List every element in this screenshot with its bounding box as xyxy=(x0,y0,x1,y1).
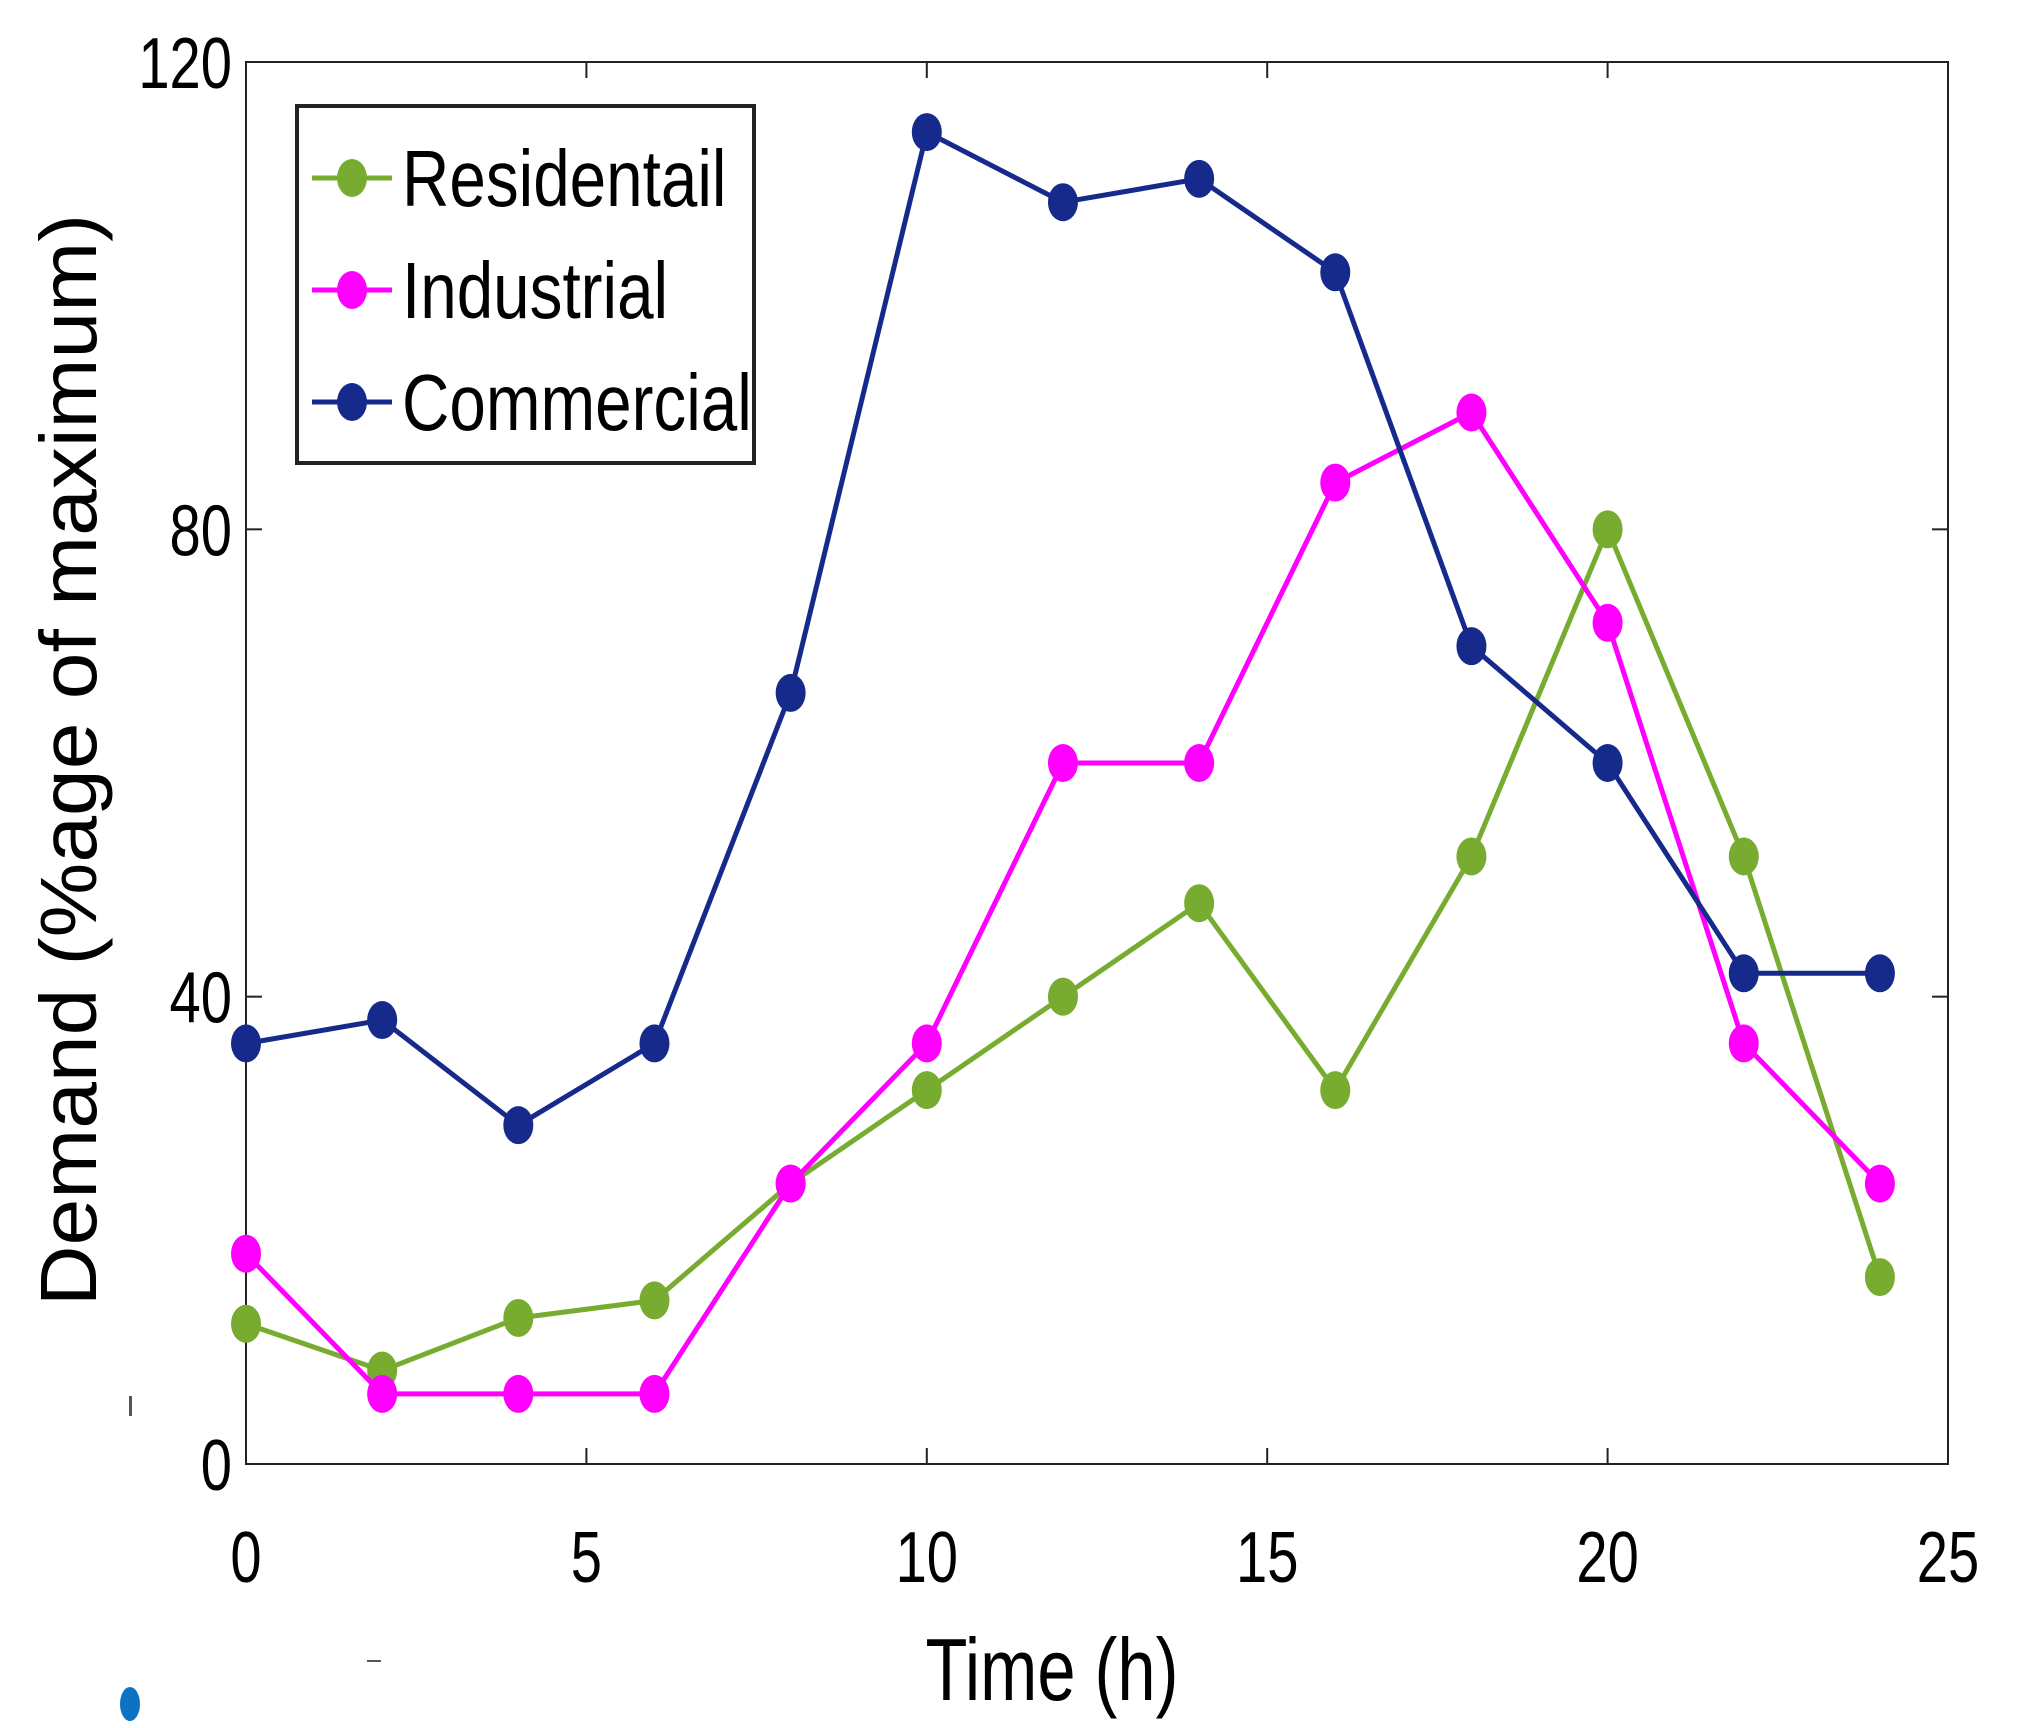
data-point-commercial xyxy=(1728,954,1759,993)
y-tick-label: 0 xyxy=(201,1425,232,1505)
series-industrial xyxy=(231,393,1895,1413)
stray-dot xyxy=(120,1687,140,1721)
y-tick-label: 40 xyxy=(170,958,232,1038)
stray-mark xyxy=(129,1396,132,1416)
data-point-residentail xyxy=(639,1281,670,1320)
y-axis-label: Demand (%age of maximum) xyxy=(25,214,114,1306)
stray-mark xyxy=(367,1660,381,1662)
x-axis-ticks: 0 5 10 15 20 25 xyxy=(230,62,1979,1598)
data-point-commercial xyxy=(1320,253,1351,292)
x-axis-label: Time (h) xyxy=(926,1621,1179,1719)
data-point-commercial xyxy=(1864,954,1895,993)
data-point-industrial xyxy=(911,1024,942,1063)
data-point-residentail xyxy=(911,1071,942,1110)
series-layer xyxy=(231,113,1895,1413)
legend-marker-commercial xyxy=(337,383,367,421)
data-point-industrial xyxy=(1456,393,1487,432)
data-point-industrial xyxy=(1047,744,1078,782)
data-point-residentail xyxy=(1047,977,1078,1016)
data-point-commercial xyxy=(1184,159,1215,198)
data-point-commercial xyxy=(775,673,806,712)
data-point-residentail xyxy=(503,1298,534,1337)
data-point-commercial xyxy=(639,1024,670,1063)
data-point-industrial xyxy=(1728,1024,1759,1063)
data-point-industrial xyxy=(775,1164,806,1203)
data-point-commercial xyxy=(1592,744,1623,782)
x-tick-label: 5 xyxy=(571,1517,602,1597)
legend-marker-industrial xyxy=(337,271,367,309)
data-point-industrial xyxy=(367,1374,398,1413)
data-point-industrial xyxy=(1592,603,1623,642)
data-point-commercial xyxy=(1456,627,1487,666)
series-residentail xyxy=(231,510,1895,1390)
data-point-commercial xyxy=(1047,183,1078,222)
data-point-industrial xyxy=(639,1374,670,1413)
x-tick-label: 10 xyxy=(896,1517,958,1597)
data-point-commercial xyxy=(367,1001,398,1040)
data-point-residentail xyxy=(1184,884,1215,923)
legend-label-commercial: Commercial xyxy=(402,358,752,448)
data-point-residentail xyxy=(231,1304,261,1343)
legend-label-industrial: Industrial xyxy=(402,246,668,336)
plot-area-border xyxy=(245,61,1949,1465)
x-tick-label: 0 xyxy=(230,1517,261,1597)
x-tick-label: 25 xyxy=(1917,1517,1979,1597)
legend-marker-residentail xyxy=(337,159,367,197)
series-commercial xyxy=(231,113,1895,1145)
y-tick-label: 120 xyxy=(138,23,232,103)
data-point-residentail xyxy=(1728,837,1759,876)
x-tick-label: 20 xyxy=(1576,1517,1638,1597)
data-point-residentail xyxy=(1320,1071,1351,1110)
legend-label-residentail: Residentail xyxy=(402,134,726,224)
data-point-industrial xyxy=(231,1234,261,1273)
legend-items: Residentail Industrial Commercial xyxy=(312,134,752,448)
data-point-commercial xyxy=(503,1106,534,1145)
data-point-industrial xyxy=(1184,744,1215,782)
axes: 0 5 10 15 20 25 0 40 80 120 xyxy=(138,23,1979,1597)
y-tick-label: 80 xyxy=(170,491,232,571)
legend: Residentail Industrial Commercial xyxy=(295,104,756,465)
data-point-residentail xyxy=(1456,837,1487,876)
data-point-residentail xyxy=(1592,510,1623,549)
data-point-commercial xyxy=(911,113,942,152)
data-point-industrial xyxy=(1864,1164,1895,1203)
data-point-industrial xyxy=(503,1374,534,1413)
data-point-residentail xyxy=(1864,1258,1895,1297)
x-tick-label: 15 xyxy=(1236,1517,1298,1597)
data-point-commercial xyxy=(231,1024,261,1063)
y-axis-ticks: 0 40 80 120 xyxy=(138,23,1948,1506)
data-point-industrial xyxy=(1320,463,1351,502)
